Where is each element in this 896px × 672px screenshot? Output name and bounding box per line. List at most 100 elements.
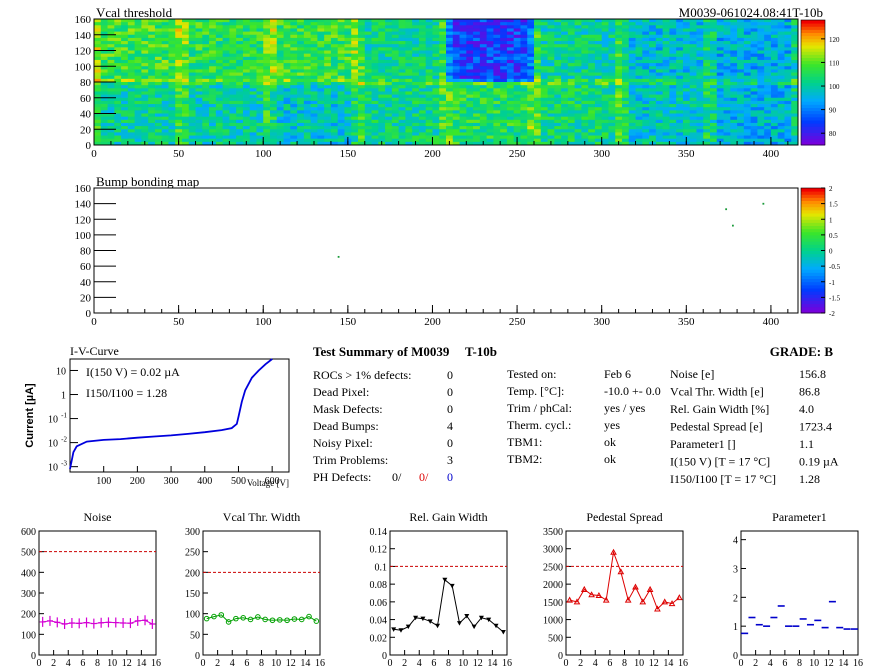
heatmap-cell: [737, 94, 745, 99]
heatmap-cell: [412, 72, 420, 77]
heatmap-cell: [391, 72, 400, 77]
colorbar-segment: [801, 303, 825, 308]
heatmap-cell: [574, 135, 582, 140]
heatmap-cell: [534, 75, 542, 80]
heatmap-cell: [466, 66, 474, 70]
heatmap-cell: [588, 97, 596, 102]
heatmap-cell: [608, 37, 616, 42]
heatmap-cell: [229, 28, 237, 32]
heatmap-cell: [385, 100, 393, 105]
heatmap-cell: [594, 19, 603, 23]
heatmap-cell: [405, 72, 413, 77]
heatmap-cell: [676, 122, 684, 127]
heatmap-cell: [141, 107, 149, 111]
heatmap-cell: [242, 50, 251, 55]
heatmap-cell: [703, 113, 711, 118]
heatmap-cell: [520, 22, 528, 26]
heatmap-cell: [696, 22, 704, 26]
heatmap-cell: [452, 132, 460, 136]
heatmap-cell: [297, 138, 305, 143]
heatmap-cell: [554, 91, 562, 95]
heatmap-cell: [344, 113, 352, 118]
heatmap-cell: [330, 31, 339, 36]
heatmap-cell: [398, 47, 406, 51]
heatmap-cell: [534, 126, 542, 130]
heatmap-cell: [710, 135, 718, 140]
heatmap-cell: [222, 113, 230, 118]
colorbar-segment: [801, 297, 825, 301]
heatmap-cell: [100, 47, 108, 51]
heatmap-cell: [493, 50, 501, 55]
heatmap-cell: [696, 31, 704, 36]
heatmap-cell: [466, 59, 474, 64]
heatmap-cell: [107, 100, 115, 105]
heatmap-cell: [642, 85, 650, 89]
heatmap-cell: [337, 75, 345, 80]
heatmap-cell: [479, 94, 488, 99]
heatmap-cell: [486, 37, 494, 42]
heatmap-cell: [385, 113, 393, 118]
heatmap-cell: [418, 100, 427, 105]
heatmap-cell: [412, 85, 420, 89]
summary-mid-value: -10.0 +- 0.0: [604, 384, 661, 398]
colorbar-segment: [801, 263, 825, 267]
heatmap-cell: [182, 132, 190, 136]
heatmap-cell: [540, 104, 548, 108]
heatmap-cell: [432, 69, 440, 73]
heatmap-cell: [385, 82, 393, 86]
heatmap-cell: [615, 47, 623, 51]
heatmap-cell: [378, 129, 386, 133]
heatmap-cell: [242, 34, 251, 39]
heatmap-cell: [500, 116, 508, 121]
heatmap-cell: [642, 19, 650, 23]
heatmap-cell: [324, 100, 332, 105]
colorbar-segment: [801, 256, 825, 261]
heatmap-cell: [696, 63, 704, 67]
heatmap-cell: [202, 116, 210, 121]
heatmap-cell: [676, 28, 684, 32]
heatmap-cell: [594, 31, 603, 36]
heatmap-cell: [385, 59, 393, 64]
heatmap-cell: [303, 63, 312, 67]
heatmap-cell: [689, 66, 697, 70]
heatmap-cell: [405, 28, 413, 32]
heatmap-cell: [777, 34, 785, 39]
heatmap-cell: [324, 88, 332, 92]
colorbar-segment: [801, 107, 825, 112]
heatmap-cell: [655, 56, 664, 61]
heatmap-cell: [127, 132, 136, 136]
heatmap-cell: [385, 135, 393, 140]
iv-x-tick-label: 500: [231, 476, 246, 487]
heatmap-cell: [168, 78, 176, 83]
heatmap-cell: [581, 22, 589, 26]
heatmap-cell: [777, 72, 785, 77]
heatmap-cell: [371, 141, 379, 146]
x-tick-label: 16: [151, 658, 161, 669]
heatmap-cell: [446, 25, 454, 29]
heatmap-cell: [371, 82, 379, 86]
heatmap-cell: [141, 53, 149, 58]
heatmap-cell: [290, 82, 298, 86]
heatmap-cell: [764, 135, 772, 140]
heatmap-cell: [141, 110, 149, 114]
heatmap-cell: [696, 69, 704, 73]
heatmap-cell: [506, 100, 515, 105]
heatmap-cell: [710, 28, 718, 32]
heatmap-cell: [188, 107, 196, 111]
heatmap-cell: [371, 97, 379, 102]
heatmap-cell: [791, 22, 799, 26]
colorbar-segment: [801, 206, 825, 211]
heatmap-cell: [249, 129, 257, 133]
heatmap-cell: [527, 19, 535, 23]
heatmap-cell: [276, 37, 284, 42]
heatmap-cell: [669, 88, 677, 92]
heatmap-cell: [696, 44, 704, 48]
heatmap-cell: [297, 28, 305, 32]
heatmap-cell: [689, 126, 697, 130]
heatmap-cell: [567, 104, 576, 108]
heatmap-cell: [635, 91, 643, 95]
heatmap-cell: [121, 113, 129, 118]
heatmap-cell: [364, 41, 372, 45]
heatmap-cell: [351, 94, 359, 99]
heatmap-cell: [628, 100, 636, 105]
